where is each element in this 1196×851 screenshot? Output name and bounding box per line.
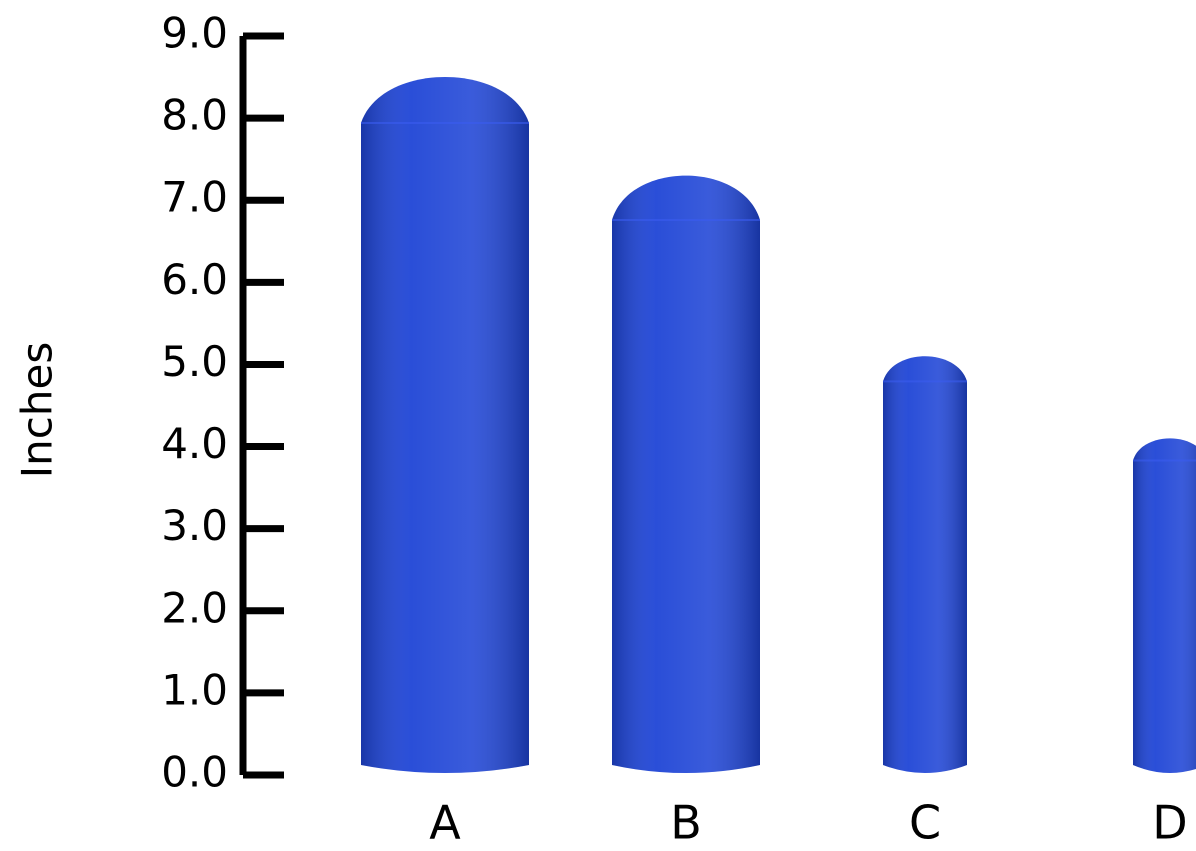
y-axis-label: Inches <box>13 342 62 478</box>
y-tick-label: 7.0 <box>161 173 228 222</box>
y-tick-label: 0.0 <box>161 748 228 797</box>
x-tick-label: C <box>909 796 941 850</box>
y-tick-label: 1.0 <box>161 665 228 714</box>
cylinder-shade <box>361 77 529 774</box>
x-tick-label: D <box>1152 796 1187 850</box>
cylinder-shade <box>612 175 760 774</box>
x-tick-label: A <box>429 796 461 850</box>
y-tick-label: 4.0 <box>161 419 228 468</box>
y-tick-label: 9.0 <box>161 9 228 58</box>
cylinder-shade <box>1133 438 1196 773</box>
y-tick-label: 3.0 <box>161 501 228 550</box>
y-tick-label: 6.0 <box>161 255 228 304</box>
x-tick-label: B <box>670 796 702 850</box>
y-tick-label: 8.0 <box>161 91 228 140</box>
y-tick-label: 2.0 <box>161 583 228 632</box>
cylinder-shade <box>883 356 967 773</box>
y-tick-label: 5.0 <box>161 337 228 386</box>
